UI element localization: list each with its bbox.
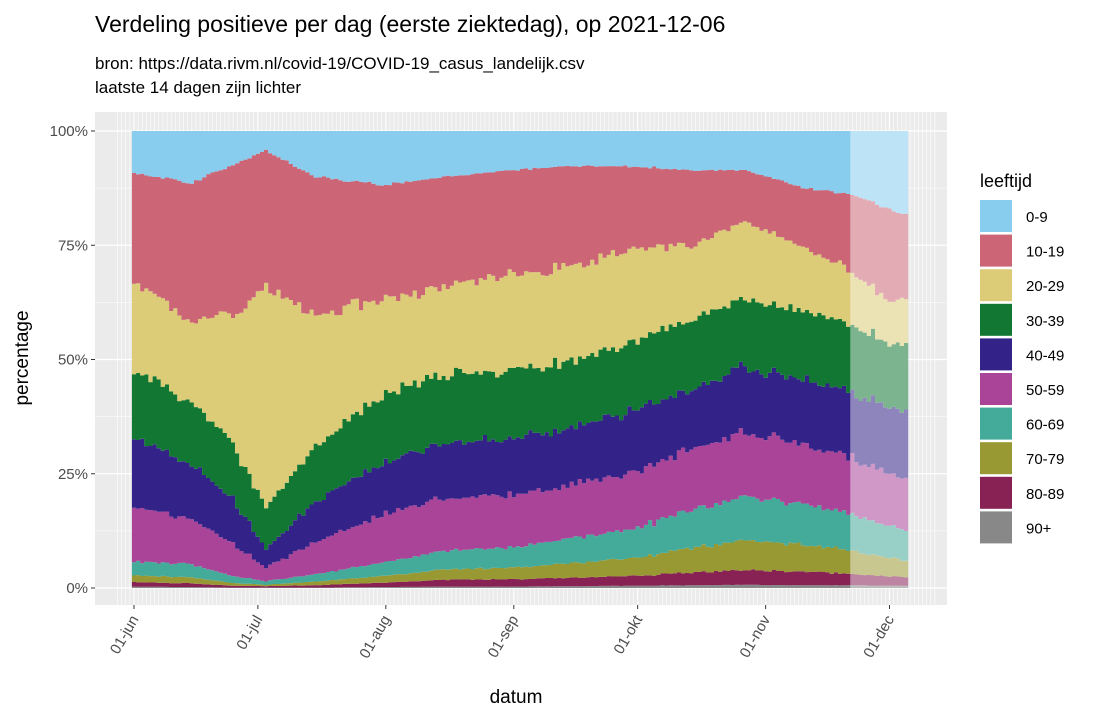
legend-swatch-60-69 [980,408,1012,440]
y-axis: 0% 25% 50% 75% 100% [50,123,95,597]
x-tick-label: 01-okt [611,612,647,657]
legend-swatch-90+ [980,511,1012,543]
legend-label-40-49: 40-49 [1026,347,1064,364]
legend-label-10-19: 10-19 [1026,244,1064,261]
x-axis-title: datum [490,687,543,708]
y-tick-label: 75% [58,237,88,254]
x-tick-label: 01-jul [233,613,266,653]
legend-title: leeftijd [980,171,1032,191]
y-tick-label: 50% [58,352,88,369]
chart-subtitle-line-1: bron: https://data.rivm.nl/covid-19/COVI… [95,54,585,73]
legend-swatch-30-39 [980,304,1012,336]
legend-swatch-20-29 [980,269,1012,301]
legend-label-30-39: 30-39 [1026,313,1064,330]
legend-label-0-9: 0-9 [1026,209,1048,226]
x-tick-label: 01-sep [485,613,523,661]
x-axis: 01-jun 01-jul 01-aug 01-sep 01-okt 01-nov 01-d… [107,605,898,661]
legend-items: 0-9 10-19 20-29 30-39 40-49 50-59 60-69 70-79 80… [980,200,1064,543]
legend-label-80-89: 80-89 [1026,486,1064,503]
lighter-last-14-days-overlay [850,131,908,588]
legend-swatch-0-9 [980,200,1012,232]
legend-swatch-80-89 [980,477,1012,509]
plot-area [95,112,947,605]
y-tick-label: 100% [50,123,88,140]
legend-label-50-59: 50-59 [1026,382,1064,399]
x-tick-label: 01-jun [107,613,143,658]
x-tick-label: 01-dec [860,612,898,661]
legend: leeftijd 0-9 10-19 20-29 30-39 40-49 50-59 60-… [980,171,1064,543]
legend-label-90+: 90+ [1026,520,1052,537]
legend-swatch-70-79 [980,442,1012,474]
legend-swatch-40-49 [980,338,1012,370]
legend-swatch-10-19 [980,235,1012,267]
stacked-areas [132,131,908,588]
legend-label-70-79: 70-79 [1026,451,1064,468]
chart-title: Verdeling positieve per dag (eerste ziek… [95,11,725,37]
legend-label-20-29: 20-29 [1026,278,1064,295]
x-tick-label: 01-aug [356,613,394,662]
y-tick-label: 25% [58,466,88,483]
chart-subtitle-line-2: laatste 14 dagen zijn lichter [95,78,301,97]
y-axis-title: percentage [12,310,33,405]
x-tick-label: 01-nov [736,612,774,661]
legend-swatch-50-59 [980,373,1012,405]
legend-label-60-69: 60-69 [1026,417,1064,434]
y-tick-label: 0% [66,580,88,597]
